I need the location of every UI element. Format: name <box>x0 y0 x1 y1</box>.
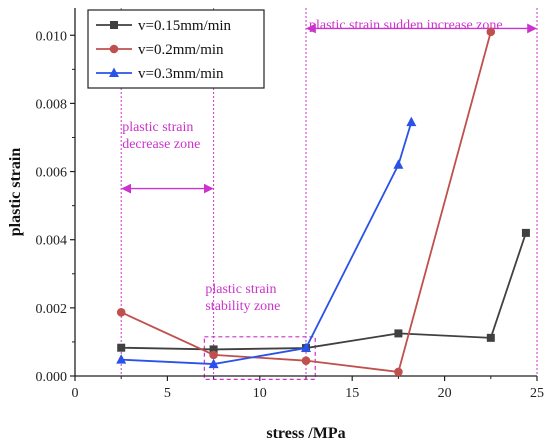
legend-label: v=0.3mm/min <box>138 66 224 82</box>
data-point <box>486 27 496 37</box>
x-tick-label: 10 <box>253 386 267 401</box>
data-point <box>486 333 495 342</box>
zone-label: decrease zone <box>122 137 200 152</box>
series-circle <box>116 27 496 377</box>
y-tick-label: 0.002 <box>36 302 68 317</box>
data-series <box>116 27 530 377</box>
data-point <box>117 343 126 352</box>
x-tick-label: 5 <box>164 386 171 401</box>
legend-marker <box>109 67 119 77</box>
legend: v=0.15mm/min v=0.2mm/min v=0.3mm/min <box>87 9 265 89</box>
data-point <box>394 329 403 338</box>
x-tick-label: 0 <box>72 386 79 401</box>
y-tick-label: 0.004 <box>36 234 68 249</box>
y-tick-label: 0.006 <box>36 166 68 181</box>
zone-label: plastic strain <box>122 120 193 135</box>
data-point <box>393 159 404 169</box>
x-tick-label: 20 <box>438 386 452 401</box>
data-point <box>301 342 311 353</box>
x-tick-label: 15 <box>345 386 359 401</box>
data-point <box>209 350 218 360</box>
y-tick-label: 0.000 <box>36 370 68 385</box>
zone-label: plastic strain sudden increase zone <box>309 18 503 33</box>
y-tick-label: 0.008 <box>36 97 68 112</box>
data-point <box>209 345 218 354</box>
zone-label: stability zone <box>205 299 280 314</box>
y-tick-label: 0.010 <box>36 29 68 44</box>
data-point <box>208 358 219 369</box>
legend-marker <box>109 44 119 54</box>
x-axis-title: stress /MPa <box>266 425 345 442</box>
data-point <box>394 367 403 377</box>
series-square <box>117 228 530 354</box>
legend-label: v=0.15mm/min <box>138 18 232 34</box>
data-point <box>116 354 127 364</box>
zone-label: plastic strain <box>205 282 276 297</box>
data-point <box>116 307 126 317</box>
data-point <box>521 228 530 237</box>
data-point <box>406 116 417 127</box>
legend-marker <box>110 21 118 29</box>
series-line <box>121 121 413 365</box>
y-axis-title: plastic strain <box>7 148 24 237</box>
axes: 0 5 10 15 20 25 0.000 0.002 0.004 0.006 0.008 0.010 <box>36 8 544 401</box>
zone-annotations: plastic strain decrease zone plastic strai… <box>120 8 538 381</box>
x-tick-label: 25 <box>530 386 544 401</box>
series-triangle <box>116 116 417 369</box>
series-line <box>121 232 527 351</box>
data-point <box>301 356 311 365</box>
legend-label: v=0.2mm/min <box>138 42 224 58</box>
